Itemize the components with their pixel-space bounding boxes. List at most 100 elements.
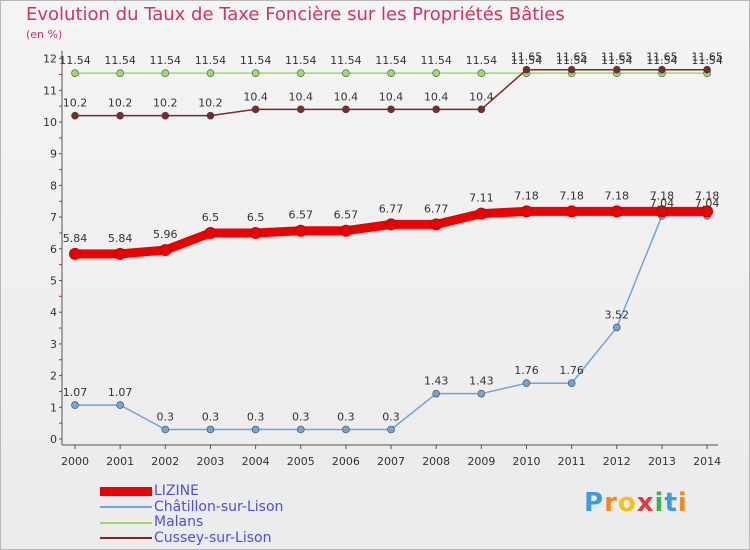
data-label: 0.3 <box>382 410 400 423</box>
data-point <box>432 389 441 398</box>
data-label: 11.54 <box>104 54 136 67</box>
data-label: 7.18 <box>605 189 630 202</box>
data-point <box>430 218 443 231</box>
data-point <box>161 425 170 434</box>
x-tick-label: 2002 <box>151 455 179 468</box>
data-label: 0.3 <box>202 410 220 423</box>
legend-swatch-malans <box>100 521 152 524</box>
data-point <box>385 218 398 231</box>
data-label: 7.18 <box>650 189 675 202</box>
y-tick-label: 6 <box>50 243 57 256</box>
x-tick-label: 2013 <box>648 455 676 468</box>
data-point <box>565 205 578 218</box>
data-point <box>114 247 127 260</box>
data-point <box>69 247 81 260</box>
data-label: 11.54 <box>691 54 723 67</box>
data-point <box>612 323 621 332</box>
data-point <box>116 69 124 77</box>
data-point <box>703 65 711 74</box>
data-point <box>206 69 215 77</box>
data-label: 1.07 <box>63 386 88 399</box>
x-tick-label: 2001 <box>106 455 134 468</box>
data-label: 11.54 <box>556 54 588 67</box>
legend-swatch-chatillon <box>100 506 152 509</box>
y-tick-label: 10 <box>43 116 57 129</box>
x-tick-label: 2007 <box>377 455 405 468</box>
x-tick-label: 2008 <box>422 455 450 468</box>
data-label: 11.54 <box>150 54 182 67</box>
data-point <box>477 389 486 398</box>
data-label: 11.54 <box>375 54 407 67</box>
data-point <box>701 205 714 218</box>
data-label: 11.65 <box>511 51 543 64</box>
x-tick-label: 2011 <box>558 455 586 468</box>
data-point <box>161 69 170 77</box>
data-label: 7.11 <box>469 192 494 205</box>
data-point <box>294 224 307 237</box>
chart-subtitle: (en %) <box>26 28 63 41</box>
y-tick-label: 7 <box>50 211 57 224</box>
data-label: 10.2 <box>108 97 133 110</box>
data-point <box>342 425 350 434</box>
data-point <box>296 105 305 114</box>
data-point <box>475 207 488 220</box>
data-label: 0.3 <box>247 410 265 423</box>
legend-label-lizine: LIZINE <box>154 483 199 499</box>
logo-letter: t <box>664 488 678 518</box>
legend-item-cussey[interactable]: Cussey-sur-Lison <box>100 529 283 547</box>
data-label: 10.4 <box>424 90 449 103</box>
data-point <box>161 111 170 120</box>
data-point <box>296 425 305 434</box>
x-tick-label: 2003 <box>196 455 224 468</box>
data-label: 10.4 <box>379 90 404 103</box>
legend-label-chatillon: Châtillon-sur-Lison <box>154 498 284 515</box>
data-label: 1.76 <box>559 364 584 377</box>
data-point <box>612 65 621 74</box>
x-tick-label: 2005 <box>287 455 315 468</box>
data-point <box>522 65 531 74</box>
data-label: 11.54 <box>511 54 543 67</box>
data-label: 6.57 <box>289 209 314 222</box>
legend-item-malans[interactable]: Malans <box>100 514 283 531</box>
y-tick-label: 11 <box>43 84 57 97</box>
data-point <box>159 244 172 257</box>
data-point <box>206 111 215 120</box>
x-tick-label: 2012 <box>603 455 631 468</box>
x-tick-label: 2009 <box>467 455 495 468</box>
data-point <box>387 105 395 114</box>
data-label: 1.76 <box>514 364 539 377</box>
data-point <box>116 111 124 120</box>
proxiti-logo: Proxiti <box>584 488 688 518</box>
data-label: 1.43 <box>469 375 494 388</box>
data-point <box>251 425 260 434</box>
y-tick-label: 1 <box>50 401 57 414</box>
data-label: 1.07 <box>108 386 133 399</box>
x-tick-label: 2000 <box>61 455 89 468</box>
data-label: 7.04 <box>695 197 720 210</box>
x-tick-label: 2010 <box>513 455 541 468</box>
legend-item-chatillon[interactable]: Châtillon-sur-Lison <box>100 498 284 516</box>
legend-label-cussey: Cussey-sur-Lison <box>154 529 272 546</box>
data-label: 6.5 <box>247 211 265 224</box>
y-tick-label: 5 <box>50 275 57 288</box>
data-label: 7.18 <box>695 189 720 202</box>
data-label: 7.04 <box>650 197 675 210</box>
legend-item-lizine[interactable]: LIZINE <box>100 483 283 500</box>
data-point <box>342 69 350 77</box>
data-point <box>251 105 260 114</box>
data-label: 10.2 <box>153 97 178 110</box>
data-point <box>339 224 352 237</box>
data-point <box>71 401 79 409</box>
y-tick-label: 4 <box>50 306 57 319</box>
data-point <box>249 226 262 239</box>
legend-label-malans: Malans <box>154 514 204 530</box>
data-label: 6.5 <box>202 211 220 224</box>
data-label: 10.2 <box>63 97 88 110</box>
data-point <box>387 69 395 77</box>
data-point <box>204 226 217 239</box>
logo-letter: P <box>584 488 605 518</box>
data-label: 10.4 <box>243 90 268 103</box>
legend-swatch-cussey <box>100 537 152 540</box>
data-label: 10.4 <box>334 90 359 103</box>
data-label: 7.18 <box>514 189 539 202</box>
